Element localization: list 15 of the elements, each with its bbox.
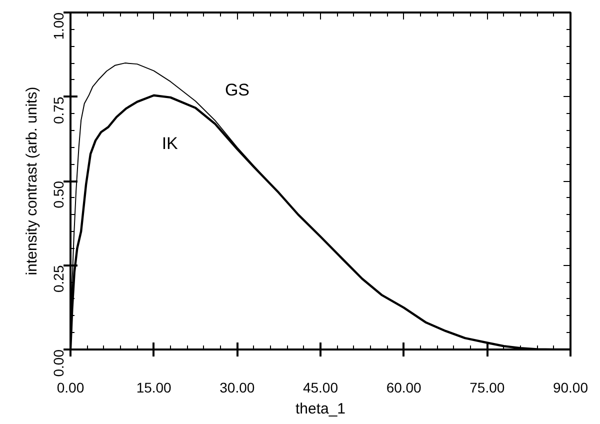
- y-axis-title: intensity contrast (arb. units): [24, 86, 40, 276]
- x-tick-label: 30.00: [220, 380, 255, 396]
- x-tick-label: 90.00: [552, 380, 588, 396]
- x-tick-label: 75.00: [470, 380, 505, 396]
- y-tick-label: 0.50: [50, 180, 66, 208]
- x-tick-label: 45.00: [302, 380, 338, 396]
- x-axis-title: theta_1: [295, 400, 346, 418]
- y-tick-label: 1.00: [50, 12, 66, 40]
- x-tick-label: 15.00: [136, 380, 172, 396]
- y-tick-label: 0.75: [50, 96, 66, 124]
- x-tick-label: 60.00: [386, 380, 422, 396]
- y-tick-label: 0.00: [50, 349, 66, 377]
- y-tick-label: 0.25: [50, 265, 66, 292]
- series-label: GS: [224, 80, 250, 100]
- series-label: IK: [162, 134, 179, 153]
